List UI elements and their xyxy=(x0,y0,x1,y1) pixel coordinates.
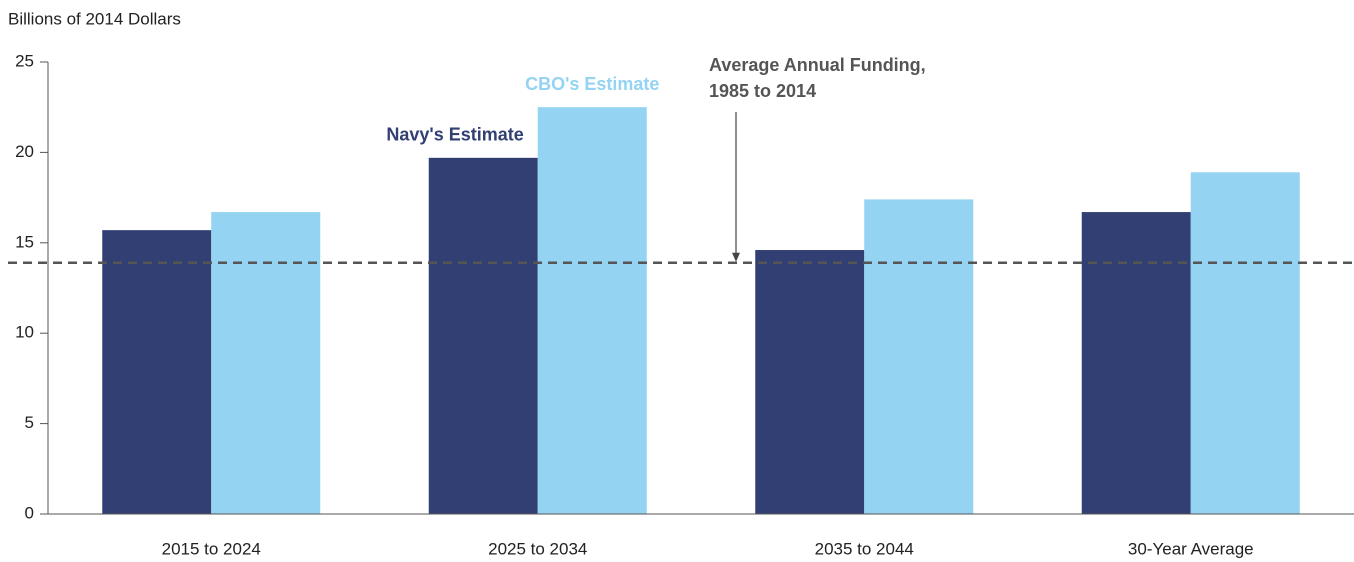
bar xyxy=(1081,212,1191,514)
x-tick-label: 2025 to 2034 xyxy=(488,539,587,558)
y-tick-label: 15 xyxy=(15,232,34,251)
y-tick-label: 25 xyxy=(15,51,34,70)
reference-label: Average Annual Funding, xyxy=(709,55,926,75)
y-tick-label: 5 xyxy=(25,413,34,432)
bar xyxy=(755,250,865,515)
bar xyxy=(211,212,321,514)
y-tick-label: 20 xyxy=(15,142,34,161)
reference-label: 1985 to 2014 xyxy=(709,81,816,101)
x-tick-label: 2035 to 2044 xyxy=(815,539,914,558)
y-axis-label: Billions of 2014 Dollars xyxy=(8,9,181,28)
x-tick-label: 2015 to 2024 xyxy=(162,539,261,558)
bar xyxy=(428,157,538,514)
y-tick-label: 10 xyxy=(15,323,34,342)
y-tick-label: 0 xyxy=(25,503,34,522)
bar xyxy=(102,230,212,515)
bar xyxy=(537,107,647,514)
bar xyxy=(1190,172,1300,514)
series-label: CBO's Estimate xyxy=(525,74,659,94)
arrow-head xyxy=(732,252,740,262)
x-tick-label: 30-Year Average xyxy=(1128,539,1254,558)
series-label: Navy's Estimate xyxy=(386,125,523,145)
bar xyxy=(864,199,974,514)
